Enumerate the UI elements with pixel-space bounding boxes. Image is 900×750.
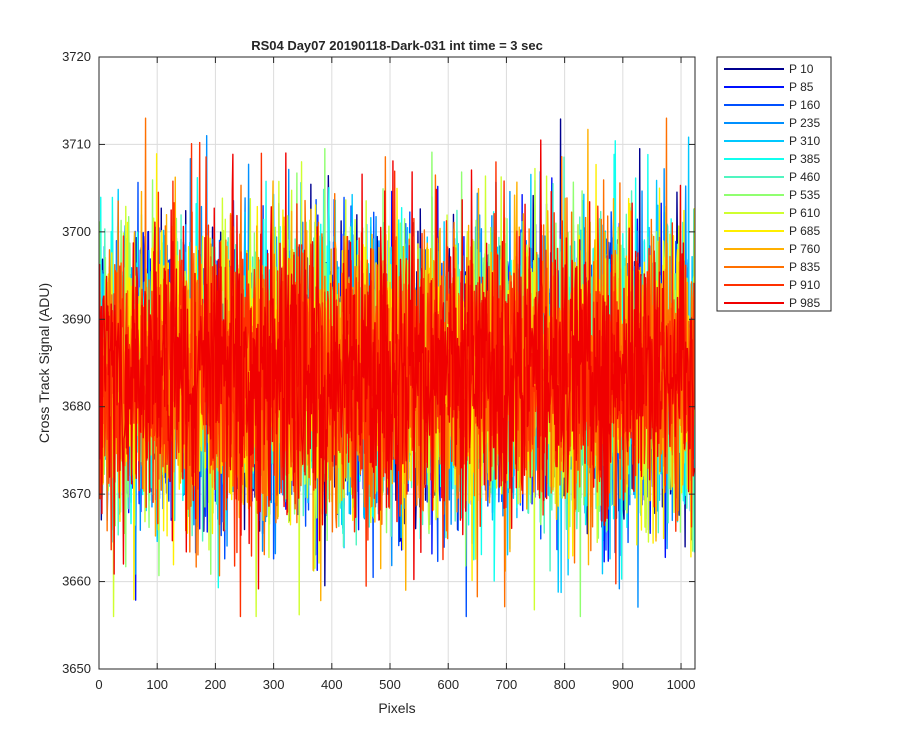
legend-label: P 310 (789, 134, 820, 148)
legend-label: P 10 (789, 62, 814, 76)
legend-label: P 610 (789, 206, 820, 220)
chart-title: RS04 Day07 20190118-Dark-031 int time = … (251, 38, 543, 53)
x-tick-label: 100 (146, 677, 168, 692)
legend-label: P 535 (789, 188, 820, 202)
y-axis-label: Cross Track Signal (ADU) (36, 283, 52, 443)
x-tick-label: 300 (263, 677, 285, 692)
y-tick-label: 3690 (62, 311, 91, 326)
legend-label: P 385 (789, 152, 820, 166)
legend-label: P 685 (789, 224, 820, 238)
y-tick-label: 3650 (62, 661, 91, 676)
legend-label: P 160 (789, 98, 820, 112)
y-tick-label: 3700 (62, 224, 91, 239)
plot-border (98, 56, 696, 670)
legend-label: P 760 (789, 242, 820, 256)
x-tick-label: 800 (554, 677, 576, 692)
x-tick-label: 500 (379, 677, 401, 692)
legend-label: P 85 (789, 80, 814, 94)
legend: P 10 P 85 P 160 P 235 P 310 P 385 P 460 P 535 P … (716, 56, 832, 312)
legend-label: P 910 (789, 278, 820, 292)
x-tick-label: 0 (95, 677, 102, 692)
series-line-p985 (99, 139, 695, 590)
x-tick-label: 400 (321, 677, 343, 692)
x-axis-label: Pixels (378, 700, 415, 716)
legend-label: P 460 (789, 170, 820, 184)
legend-box (716, 56, 832, 312)
axis-ticks: 0 100 200 300 400 500 600 700 800 900 1000 3650 3660… (62, 49, 695, 692)
y-tick-label: 3660 (62, 574, 91, 589)
legend-label: P 985 (789, 296, 820, 310)
x-tick-label: 1000 (667, 677, 696, 692)
x-tick-label: 900 (612, 677, 634, 692)
y-tick-label: 3680 (62, 399, 91, 414)
series-lines (99, 117, 695, 618)
x-tick-label: 700 (496, 677, 518, 692)
x-tick-label: 200 (205, 677, 227, 692)
legend-items: P 10 P 85 P 160 P 235 P 310 P 385 P 460 P 535 P … (724, 62, 820, 310)
legend-label: P 835 (789, 260, 820, 274)
y-tick-label: 3670 (62, 486, 91, 501)
y-tick-label: 3710 (62, 136, 91, 151)
plot-area: 0 100 200 300 400 500 600 700 800 900 1000 3650 3660… (62, 49, 696, 692)
y-tick-label: 3720 (62, 49, 91, 64)
x-tick-label: 600 (437, 677, 459, 692)
legend-label: P 235 (789, 116, 820, 130)
